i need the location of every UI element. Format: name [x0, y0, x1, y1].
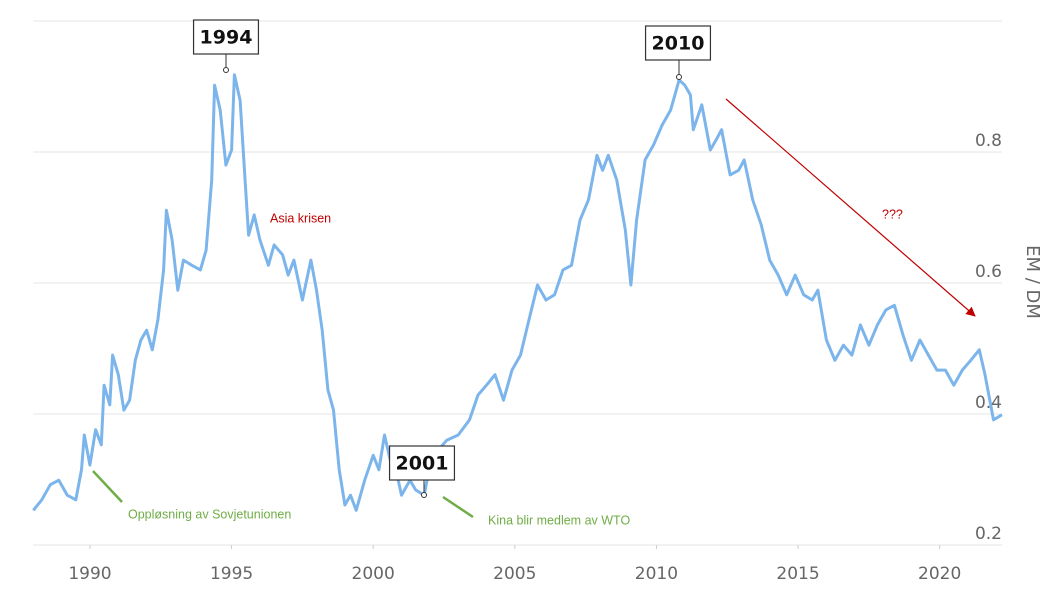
x-tick-label: 1990: [68, 564, 111, 584]
y-tick-label: 0.2: [975, 524, 1002, 544]
trend-arrow: [725, 98, 976, 317]
y-tick-label: 0.6: [975, 262, 1002, 282]
callout-dot: [223, 67, 229, 73]
x-tick-label: 2000: [352, 564, 395, 584]
plot: [32, 73, 1003, 512]
callout-label: 2010: [652, 33, 705, 55]
annotations: 1994 2010 2001 Asia krisen ??? Oppløsning av …: [92, 19, 976, 527]
callout-dot: [676, 74, 682, 80]
x-tick-label: 2020: [918, 564, 961, 584]
callout-dot: [421, 492, 427, 498]
pointer-line: [92, 470, 123, 503]
y-tick-label: 0.8: [975, 131, 1002, 151]
callout-box: [192, 19, 260, 55]
annotation-text: ???: [882, 207, 903, 221]
annotation-text: Oppløsning av Sovjetunionen: [128, 507, 291, 521]
y-axis-label: EM / DM: [1022, 245, 1043, 319]
grid: 0.2 0.4 0.6 0.8 1990 1995 2000 2005 2010 2015 2020: [33, 20, 1002, 584]
annotation-text: Kina blir medlem av WTO: [488, 513, 630, 527]
x-tick-label: 2005: [493, 564, 536, 584]
x-tick-label: 2015: [776, 564, 819, 584]
callout-label: 1994: [200, 27, 253, 49]
callout-label: 2001: [396, 453, 449, 475]
annotation-text: Asia krisen: [270, 211, 331, 225]
data-line: [32, 73, 1003, 512]
x-tick-label: 1995: [210, 564, 253, 584]
x-tick-label: 2010: [635, 564, 678, 584]
callout-box: [388, 445, 456, 481]
pointer-line: [442, 495, 474, 519]
callout-box: [644, 25, 712, 61]
y-tick-label: 0.4: [975, 393, 1002, 413]
